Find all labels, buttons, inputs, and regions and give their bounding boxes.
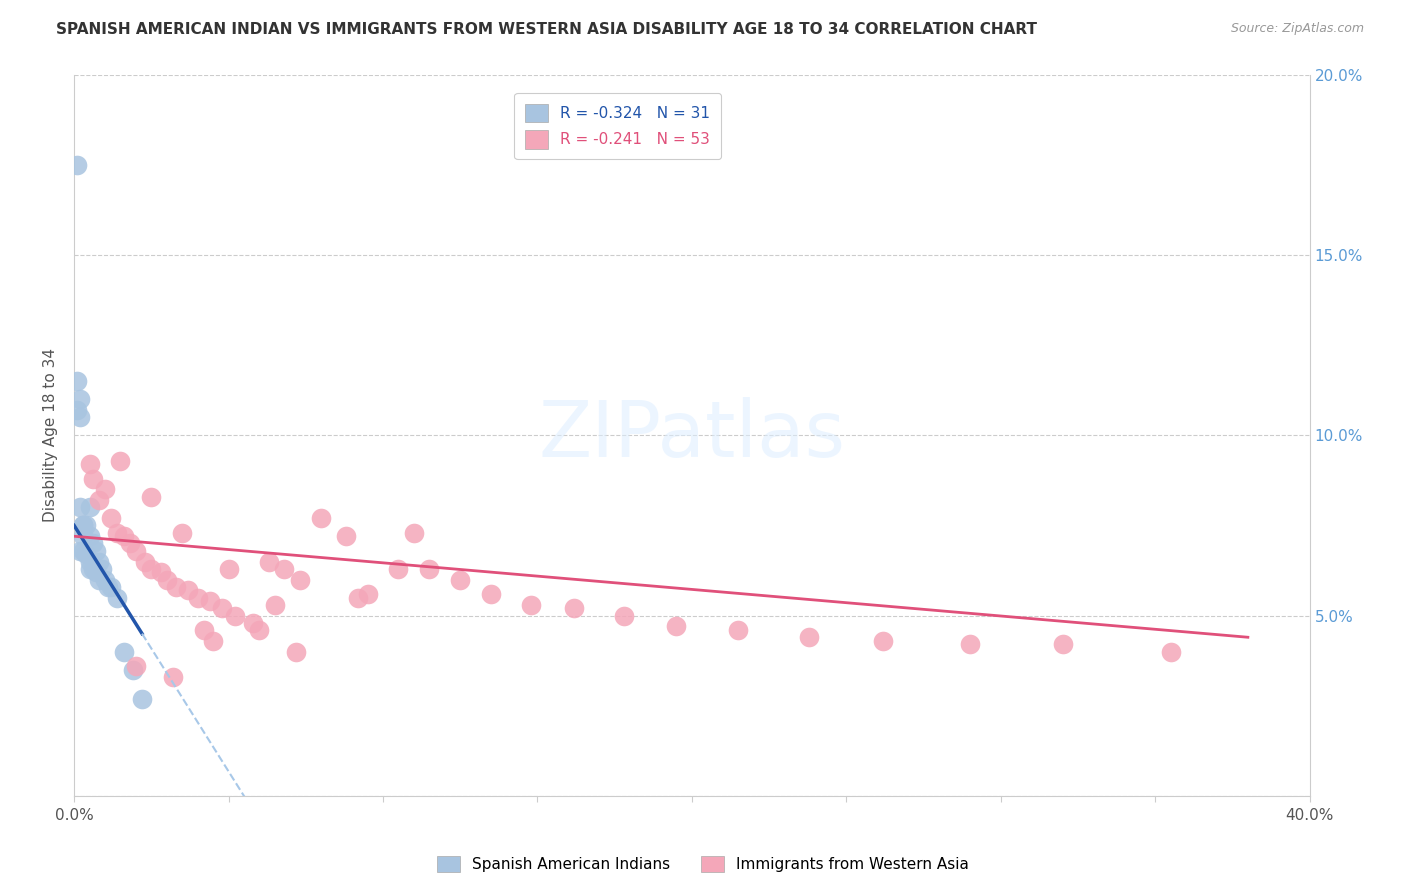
Point (82, 471, 104, 485)
Point (288, 573, 311, 587)
Point (72, 518, 94, 533)
Point (82, 562, 104, 576)
Point (87, 493, 110, 508)
Point (94, 483, 117, 497)
Point (121, 663, 143, 677)
Point (162, 670, 184, 684)
Point (79, 500, 101, 515)
Point (94, 573, 117, 587)
Point (110, 453, 132, 467)
Point (156, 573, 179, 587)
Point (242, 615, 264, 630)
Point (87, 573, 110, 587)
Point (347, 591, 370, 605)
Point (105, 525, 128, 540)
Point (141, 490, 163, 504)
Point (84, 566, 107, 580)
Point (285, 645, 308, 659)
Point (69, 500, 91, 515)
Point (727, 623, 749, 637)
Point (665, 619, 688, 633)
Point (263, 598, 285, 612)
Point (257, 554, 280, 568)
Point (335, 529, 357, 543)
Point (66, 158, 89, 172)
Point (134, 554, 156, 568)
Point (959, 638, 981, 652)
Point (69, 410, 91, 425)
Point (72, 518, 94, 533)
Point (66, 403, 89, 417)
Point (202, 633, 225, 648)
Text: SPANISH AMERICAN INDIAN VS IMMIGRANTS FROM WESTERN ASIA DISABILITY AGE 18 TO 34 : SPANISH AMERICAN INDIAN VS IMMIGRANTS FR… (56, 22, 1038, 37)
Point (613, 608, 636, 623)
Point (198, 594, 221, 608)
Point (100, 580, 122, 594)
Point (449, 573, 471, 587)
Point (387, 562, 409, 576)
Point (211, 601, 233, 615)
Point (69, 392, 91, 407)
Point (75, 518, 97, 533)
Point (100, 511, 122, 525)
Point (177, 583, 200, 598)
Point (193, 623, 215, 637)
Point (112, 529, 135, 543)
Point (118, 536, 141, 550)
Point (520, 598, 543, 612)
Point (218, 562, 240, 576)
Point (105, 591, 128, 605)
Point (75, 547, 97, 561)
Point (90, 562, 112, 576)
Y-axis label: Disability Age 18 to 34: Disability Age 18 to 34 (44, 348, 58, 522)
Point (125, 659, 148, 673)
Point (79, 457, 101, 471)
Point (112, 645, 135, 659)
Point (479, 587, 502, 601)
Point (356, 587, 378, 601)
Point (87, 554, 110, 568)
Point (273, 562, 295, 576)
Point (402, 525, 425, 540)
Point (84, 543, 107, 558)
Point (69, 543, 91, 558)
Point (79, 554, 101, 568)
Point (97, 580, 120, 594)
Point (1160, 645, 1182, 659)
Point (224, 608, 246, 623)
Point (187, 591, 209, 605)
Point (79, 562, 101, 576)
Point (149, 566, 172, 580)
Text: ZIPatlas: ZIPatlas (538, 397, 845, 474)
Legend: R = -0.324   N = 31, R = -0.241   N = 53: R = -0.324 N = 31, R = -0.241 N = 53 (515, 93, 721, 160)
Point (66, 374, 89, 388)
Point (125, 543, 148, 558)
Point (72, 543, 94, 558)
Text: Source: ZipAtlas.com: Source: ZipAtlas.com (1230, 22, 1364, 36)
Point (1052, 638, 1074, 652)
Point (309, 511, 332, 525)
Point (249, 623, 271, 637)
Point (418, 562, 440, 576)
Point (79, 529, 101, 543)
Legend: Spanish American Indians, Immigrants from Western Asia: Spanish American Indians, Immigrants fro… (429, 848, 977, 880)
Point (564, 601, 586, 615)
Point (172, 525, 194, 540)
Point (141, 562, 163, 576)
Point (82, 536, 104, 550)
Point (165, 580, 187, 594)
Point (799, 630, 821, 644)
Point (72, 529, 94, 543)
Point (131, 691, 153, 706)
Point (872, 633, 894, 648)
